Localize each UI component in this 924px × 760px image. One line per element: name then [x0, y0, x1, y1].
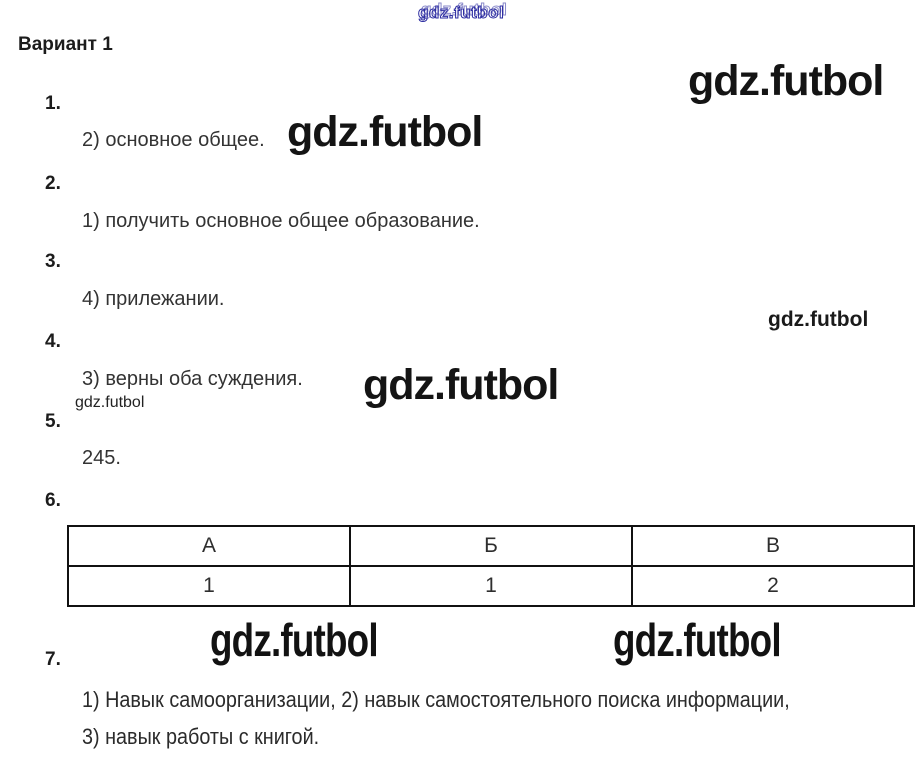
question-5-answer: 245. [82, 447, 121, 469]
question-7-number: 7. [45, 649, 61, 670]
question-1-number: 1. [45, 93, 61, 114]
watermark-mid-right: gdz.futbol [768, 308, 869, 331]
variant-title: Вариант 1 [18, 34, 113, 55]
question-3-answer: 4) прилежании. [82, 288, 225, 310]
watermark-small-left: gdz.futbol [75, 394, 145, 411]
watermark-inline-q1: gdz.futbol [287, 108, 483, 156]
question-3-number: 3. [45, 251, 61, 272]
watermark-top-right: gdz.futbol [688, 57, 884, 105]
watermark-mid-large: gdz.futbol [363, 361, 559, 409]
table-value-b: 1 [349, 565, 633, 607]
table-header-a: А [67, 525, 351, 567]
table-value-a: 1 [67, 565, 351, 607]
watermark-below-table-right: gdz.futbol [613, 614, 782, 666]
table-header-b: Б [349, 525, 633, 567]
question-5-number: 5. [45, 411, 61, 432]
watermark-top-outline: gdz.futbol [417, 3, 505, 23]
watermark-top-outline-back: gdz.futbol [420, 0, 508, 20]
table-value-row: 1 1 2 [67, 565, 915, 607]
question-6-number: 6. [45, 490, 61, 511]
question-7-answer-line1: 1) Навык самоорганизации, 2) навык самос… [82, 687, 790, 712]
question-4-number: 4. [45, 331, 61, 352]
question-2-number: 2. [45, 173, 61, 194]
table-value-v: 2 [631, 565, 915, 607]
table-header-row: А Б В [67, 525, 915, 567]
question-4-answer: 3) верны оба суждения. [82, 368, 303, 390]
question-7-answer-line2: 3) навык работы с книгой. [82, 724, 320, 749]
watermark-below-table-left: gdz.futbol [210, 614, 379, 666]
answers-table: А Б В 1 1 2 [67, 525, 915, 607]
question-1-answer: 2) основное общее. [82, 129, 265, 151]
table-header-v: В [631, 525, 915, 567]
question-2-answer: 1) получить основное общее образование. [82, 210, 480, 232]
